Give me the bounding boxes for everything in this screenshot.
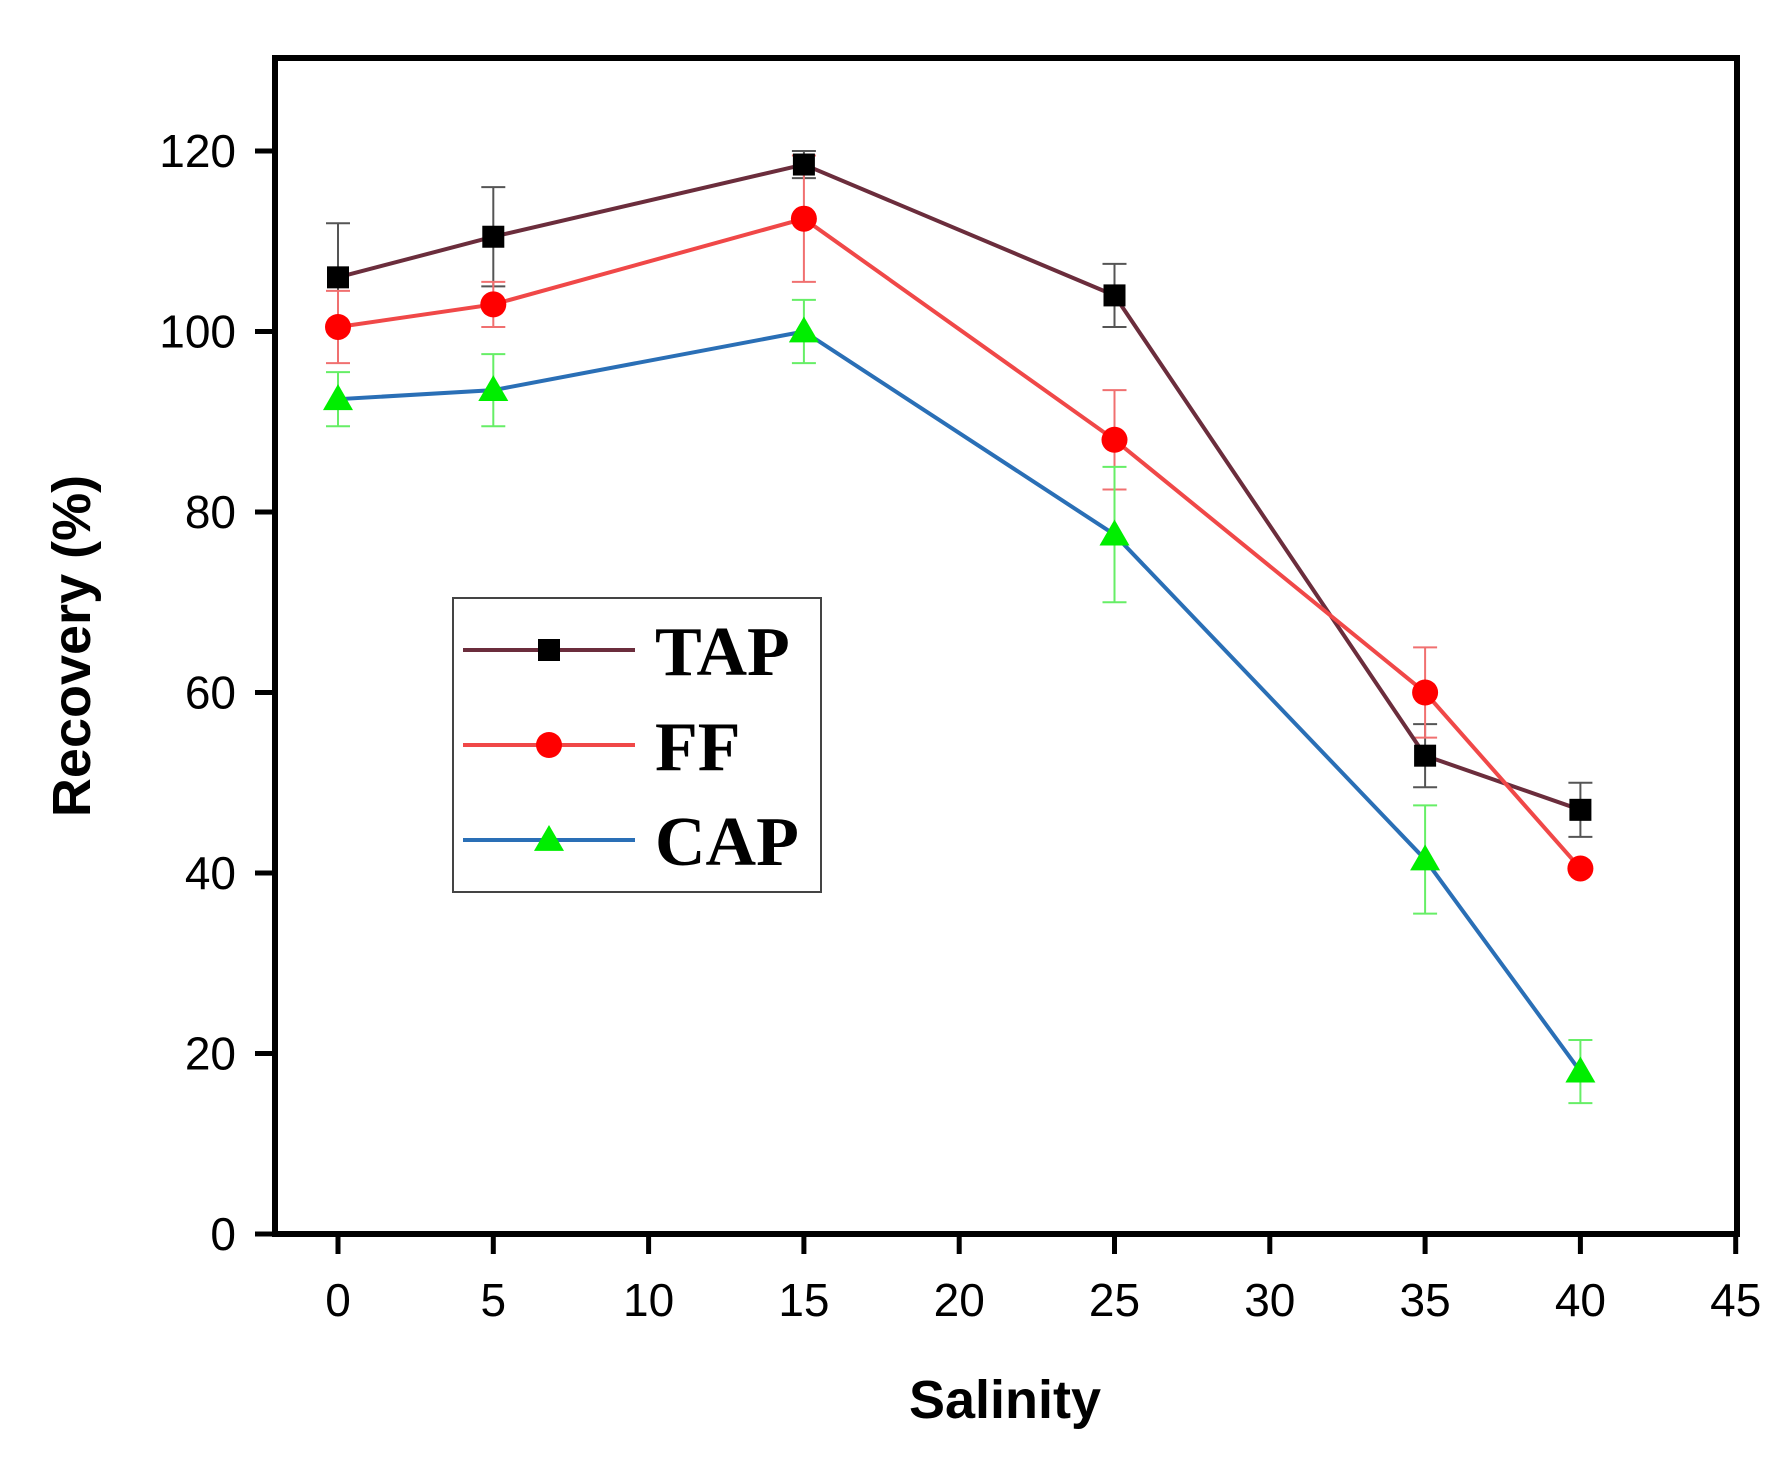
series-lines-layer <box>337 162 1583 1073</box>
y-tick-label: 80 <box>185 486 236 538</box>
cap-data-point <box>478 375 509 402</box>
tap-data-point <box>327 266 349 289</box>
ff-data-point <box>790 205 817 232</box>
x-tick-label: 20 <box>934 1274 985 1326</box>
markers-layer <box>322 153 1596 1083</box>
ff-data-point <box>1101 426 1128 453</box>
tap-data-point <box>1103 284 1126 307</box>
ff-data-point <box>480 291 507 318</box>
x-tick-label: 35 <box>1400 1274 1451 1326</box>
legend-ff-label: FF <box>655 709 741 786</box>
tap-data-point <box>482 225 505 248</box>
x-tick-label: 10 <box>623 1274 674 1326</box>
cap-series-line <box>337 329 1583 1073</box>
cap-data-point <box>1565 1056 1596 1083</box>
x-tick-label: 25 <box>1089 1274 1140 1326</box>
x-tick-label: 5 <box>481 1274 507 1326</box>
x-tick-label: 15 <box>778 1274 829 1326</box>
tap-data-point <box>792 153 815 176</box>
x-tick-label: 40 <box>1555 1274 1606 1326</box>
tap-series-line <box>337 162 1582 812</box>
y-tick-label: 100 <box>159 306 236 358</box>
x-tick-label: 30 <box>1244 1274 1295 1326</box>
legend-ff-marker <box>536 732 562 758</box>
ff-data-point <box>325 313 351 340</box>
y-tick-label: 0 <box>210 1208 236 1260</box>
tap-data-point <box>1569 798 1592 821</box>
x-tick-label: 45 <box>1710 1274 1761 1326</box>
ff-series-line <box>337 216 1582 870</box>
y-tick-label: 20 <box>185 1028 236 1080</box>
y-axis-title: Recovery (%) <box>42 475 102 817</box>
plot-frame <box>272 55 1740 1237</box>
legend-cap-label: CAP <box>655 804 799 881</box>
y-tick-label: 40 <box>185 847 236 899</box>
ff-data-point <box>1412 679 1439 706</box>
cap-data-point <box>322 384 354 411</box>
legend-tap-marker <box>538 639 560 661</box>
legend-cap-marker <box>533 824 565 851</box>
x-axis-title: Salinity <box>909 1370 1101 1430</box>
y-tick-label: 120 <box>159 125 236 177</box>
cap-data-point <box>788 316 819 343</box>
legend: TAP FF CAP <box>452 597 822 893</box>
x-tick-label: 0 <box>325 1274 351 1326</box>
axis-ticks-layer: 0 5 10 15 20 25 30 35 40 45 0 20 40 60 80 100 120 <box>159 125 1761 1326</box>
cap-data-point <box>1099 519 1130 546</box>
ff-data-point <box>1567 855 1594 882</box>
tap-data-point <box>1414 744 1437 767</box>
legend-tap-label: TAP <box>655 614 790 691</box>
cap-data-point <box>1410 844 1441 871</box>
y-tick-label: 60 <box>185 667 236 719</box>
